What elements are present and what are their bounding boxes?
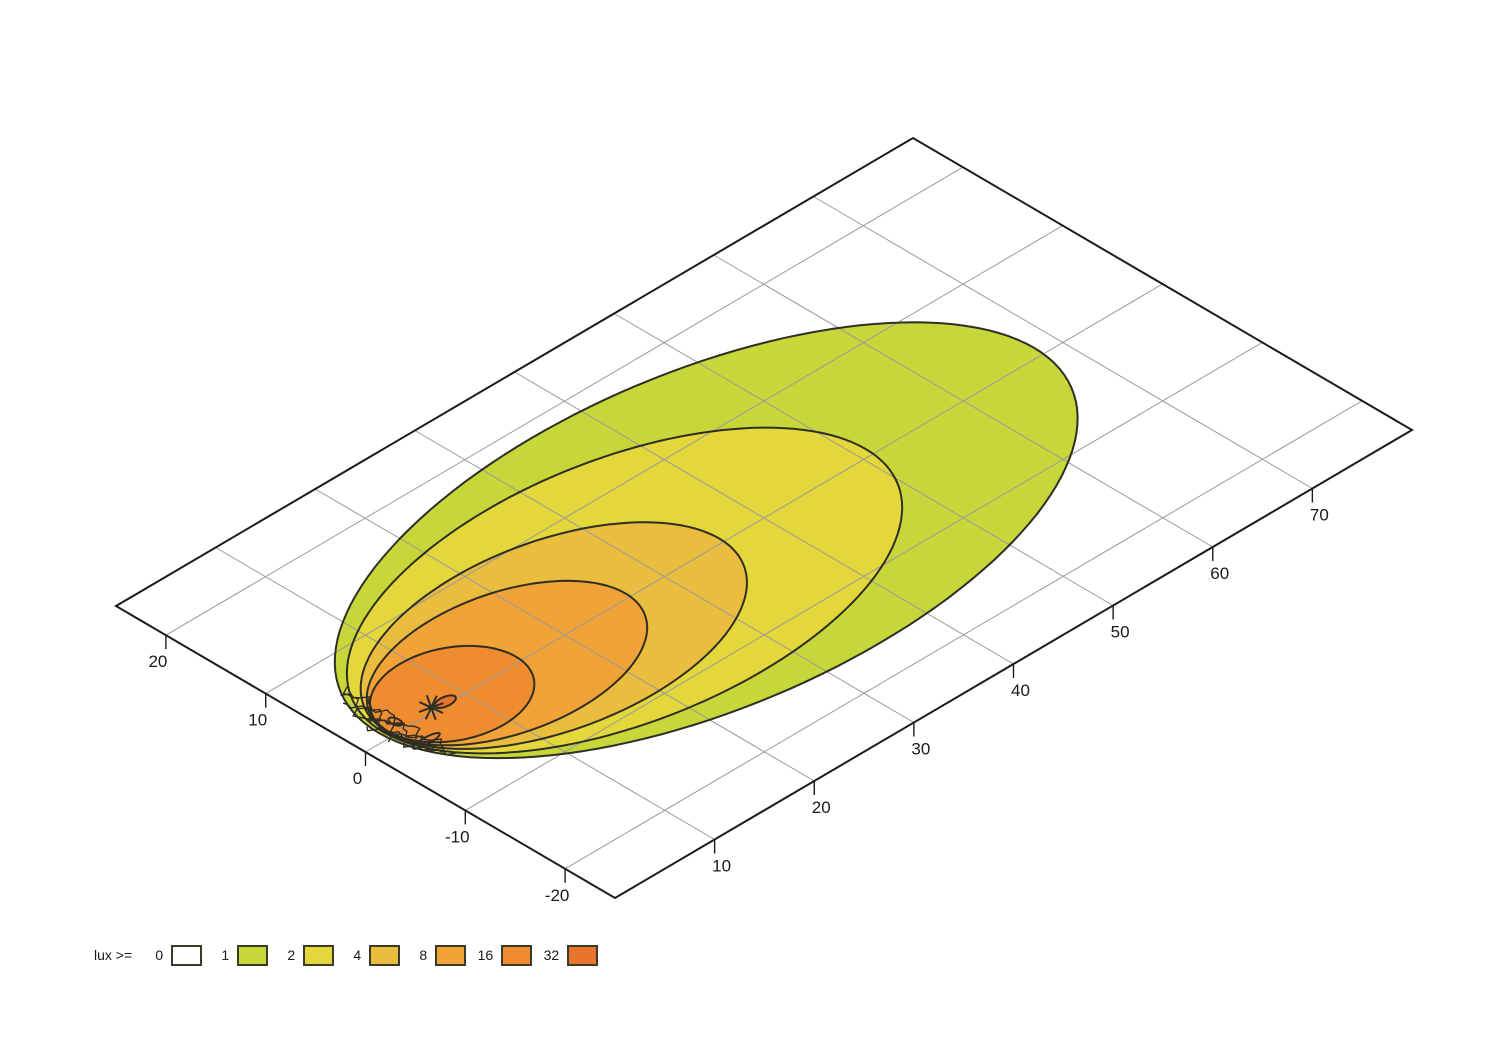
- legend-color-swatch: [435, 944, 467, 966]
- grid-line: [215, 547, 715, 840]
- grid-line: [713, 254, 1214, 548]
- legend-item: 16: [476, 944, 533, 966]
- grid-line: [314, 488, 815, 782]
- axis-tick-label: 0: [353, 769, 362, 788]
- contour-fills: [334, 322, 1078, 759]
- axis-tick-label: 60: [1210, 564, 1229, 583]
- legend-item-label: 16: [477, 947, 494, 963]
- axis-tick-label: 10: [248, 711, 267, 730]
- legend-item: 2: [278, 944, 335, 966]
- grid-line: [813, 196, 1313, 489]
- grid-line: [414, 430, 915, 723]
- legend-item-label: 32: [543, 947, 560, 963]
- contour-fill-lux-16: [370, 645, 535, 743]
- axis-tick-label: -10: [445, 827, 470, 846]
- legend-item-label: 4: [353, 947, 362, 963]
- legend: lux >= 0 1 2 4 8 16 32: [94, 943, 608, 967]
- contour-island: [411, 732, 441, 750]
- axis-tick-label: 50: [1111, 623, 1130, 642]
- legend-item-label: 0: [155, 947, 164, 963]
- legend-color-swatch: [171, 944, 203, 966]
- grid-line: [514, 371, 1014, 665]
- contour-lines: [333, 321, 1079, 760]
- legend-item: 4: [344, 944, 401, 966]
- axis-tick-label: 70: [1310, 506, 1329, 525]
- legend-color-swatch: [567, 944, 599, 966]
- legend-item: 0: [146, 944, 203, 966]
- legend-color-swatch: [501, 944, 533, 966]
- legend-item-label: 8: [419, 947, 428, 963]
- legend-item: 8: [410, 944, 467, 966]
- legend-color-swatch: [237, 944, 269, 966]
- noise-contour: [352, 708, 414, 748]
- legend-title: lux >=: [94, 947, 133, 963]
- axis-tick-label: 40: [1011, 681, 1030, 700]
- legend-item-label: 2: [287, 947, 296, 963]
- legend-item: 1: [212, 944, 269, 966]
- contour-line-lux-8: [365, 579, 649, 747]
- legend-color-swatch: [303, 944, 335, 966]
- contour-line-lux-1: [333, 321, 1079, 760]
- noise-contour: [342, 686, 459, 756]
- plot-border: [114, 136, 1414, 900]
- legend-item-label: 1: [221, 947, 230, 963]
- axis-tick-label: 10: [712, 857, 731, 876]
- marker-ray: [419, 701, 444, 714]
- legend-color-swatch: [369, 944, 401, 966]
- axis-tick-label: 20: [812, 798, 831, 817]
- legend-item: 32: [542, 944, 599, 966]
- axis-tick-label: -20: [545, 886, 570, 905]
- plot-frame: 20 10 0 -10 -20 10 20 30 40 50 60 70: [114, 136, 1414, 905]
- axis-tick-label: 20: [148, 652, 167, 671]
- axis-tick-label: 30: [911, 740, 930, 759]
- grid: [165, 166, 1363, 870]
- luminaire-marker: [418, 694, 444, 721]
